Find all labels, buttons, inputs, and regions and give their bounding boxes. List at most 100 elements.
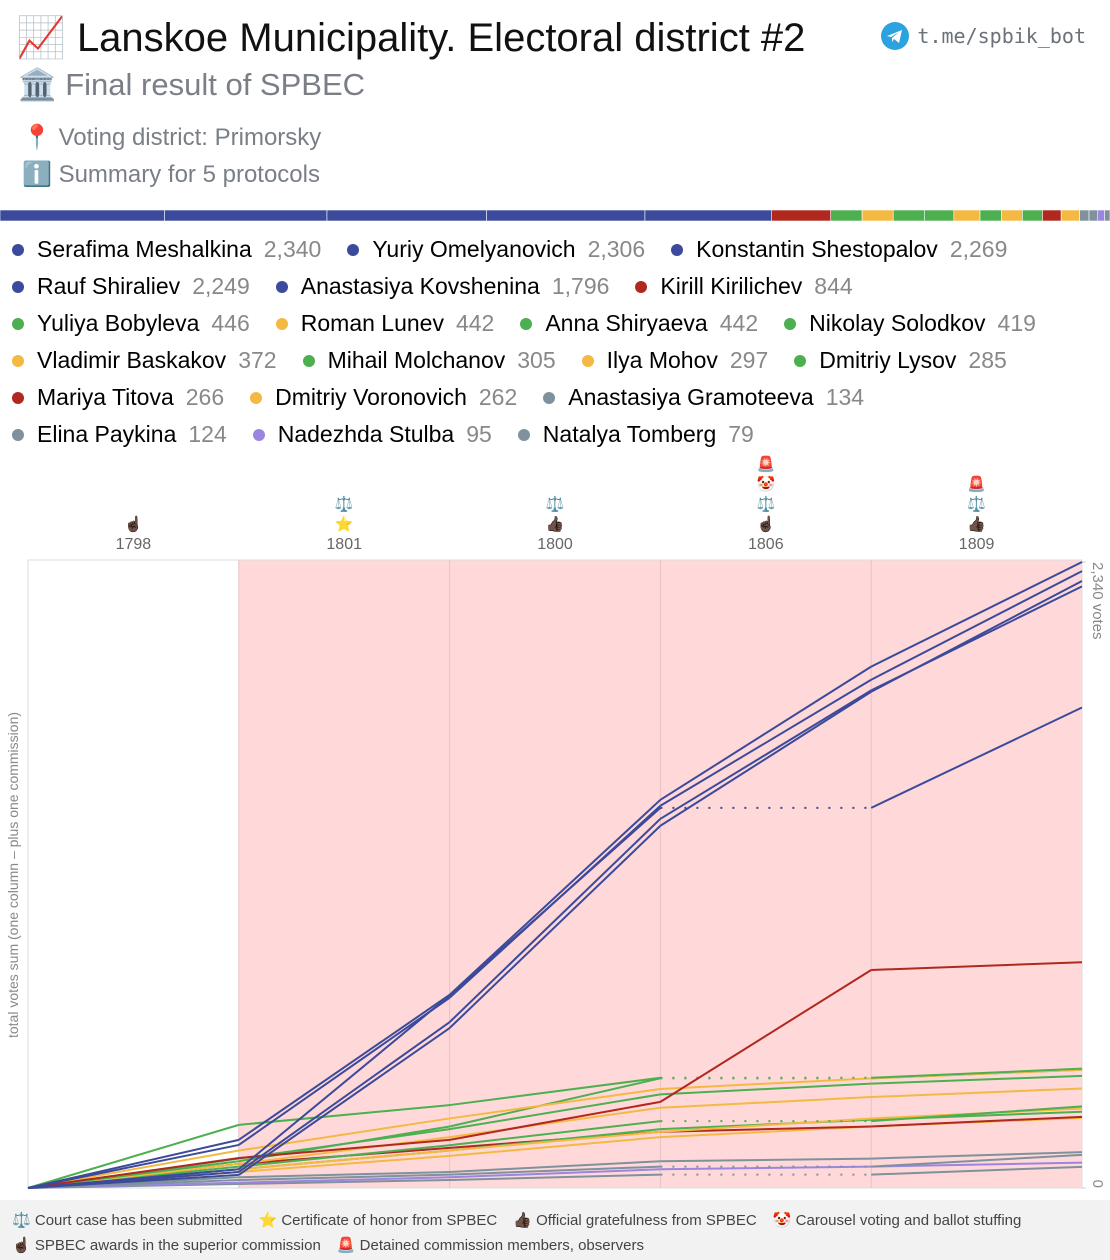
- share-bar: [1001, 209, 1023, 222]
- x-tick-label: 1798: [116, 536, 152, 553]
- summary-icon: ℹ️: [22, 161, 52, 188]
- footer-icon: 🚨: [336, 1237, 356, 1254]
- legend-name: Kirill Kirilichev: [660, 273, 803, 299]
- vote-line: [660, 1117, 872, 1133]
- vote-line: [449, 1088, 661, 1120]
- legend-item: Kirill Kirilichev 844: [635, 268, 853, 305]
- title-text: Lanskoe Municipality. Electoral district…: [76, 16, 806, 60]
- commission-icon: ☝🏿: [124, 514, 143, 533]
- footer-item: ☝🏿 SPBEC awards in the superior commissi…: [12, 1235, 321, 1260]
- legend-item: Dmitriy Lysov 285: [794, 342, 1007, 379]
- legend-item: Roman Lunev 442: [275, 305, 494, 342]
- share-bar: [164, 209, 328, 222]
- vote-line: [659, 678, 872, 807]
- legend-total: 372: [238, 347, 277, 373]
- legend-dot: [302, 354, 315, 367]
- legend-item: Elina Paykina 124: [12, 416, 227, 453]
- vote-line: [870, 580, 1083, 693]
- vote-line: [238, 1170, 450, 1179]
- legend-total: 95: [466, 421, 492, 447]
- y-tick-label: 0: [1089, 1180, 1106, 1188]
- link-text[interactable]: t.me/spbik_bot: [917, 24, 1086, 48]
- legend-dot: [543, 391, 556, 404]
- legend-item: Yuriy Omelyanovich 2,306: [347, 231, 645, 268]
- footer-item: 🤡 Carousel voting and ballot stuffing: [773, 1210, 1022, 1235]
- vote-line: [238, 1021, 451, 1173]
- commission-icon: 👍🏿: [546, 515, 565, 533]
- vote-line: [238, 1173, 450, 1181]
- vote-line: [449, 1130, 661, 1152]
- footer-item: ⭐ Certificate of honor from SPBEC: [258, 1210, 497, 1235]
- vote-line: [870, 570, 1083, 681]
- legend-total: 305: [517, 347, 556, 373]
- vote-line: [660, 1096, 872, 1109]
- footer-item: 🚨 Detained commission members, observers: [337, 1235, 644, 1260]
- footer-legend: ⚖️ Court case has been submitted ⭐ Certif…: [0, 1200, 1110, 1260]
- vote-line: [448, 804, 662, 999]
- legend-item: Mihail Molchanov 305: [302, 342, 556, 379]
- telegram-icon: [881, 22, 910, 50]
- share-bar: [924, 209, 955, 222]
- legend-total: 419: [997, 310, 1036, 336]
- vote-line: [660, 1165, 872, 1171]
- legend-dot: [12, 391, 24, 404]
- legend-total: 262: [478, 384, 518, 410]
- vote-line: [870, 561, 1083, 668]
- commission-icon: ⚖️: [756, 495, 775, 513]
- vote-line: [238, 996, 451, 1146]
- share-bar: [1022, 209, 1043, 222]
- legend-name: Mariya Titova: [37, 384, 174, 410]
- subtitle: 🏛️ Final result of SPBEC: [18, 66, 365, 103]
- legend-item: Rauf Shiraliev 2,249: [12, 268, 250, 305]
- vote-line: [871, 1165, 1083, 1176]
- legend-dot: [252, 428, 265, 441]
- legend-item: Anastasiya Kovshenina 1,796: [275, 268, 609, 305]
- legend-total: 442: [719, 310, 759, 336]
- vote-line: [448, 799, 662, 996]
- bot-link[interactable]: t.me/spbik_bot: [881, 22, 1086, 50]
- vote-line: [871, 1153, 1083, 1168]
- legend-name: Anastasiya Gramoteeva: [568, 384, 814, 410]
- legend-item: Konstantin Shestopalov 2,269: [671, 231, 1007, 268]
- share-bar: [771, 209, 832, 222]
- footer-icon: ⚖️: [12, 1212, 31, 1229]
- share-bar: [830, 209, 863, 222]
- legend-dot: [581, 354, 594, 367]
- legend-item: Dmitriy Voronovich 262: [250, 379, 517, 416]
- legend-item: Anastasiya Gramoteeva 134: [543, 379, 864, 416]
- share-bar: [892, 209, 925, 222]
- legend-item: Yuliya Bobyleva 446: [12, 305, 250, 342]
- footer-icon: ☝🏿: [12, 1237, 31, 1254]
- legend-name: Rauf Shiraliev: [37, 273, 181, 299]
- vote-line: [660, 1082, 872, 1096]
- footer-icon: ⭐: [258, 1212, 278, 1229]
- legend-name: Anastasiya Kovshenina: [300, 273, 540, 299]
- share-bar: [1088, 209, 1099, 222]
- share-bar: [1104, 209, 1110, 222]
- vote-line: [871, 1067, 1083, 1079]
- share-bar: [0, 209, 165, 222]
- legend-total: 285: [968, 347, 1007, 373]
- legend-dot: [275, 280, 288, 293]
- footer-icon: 🤡: [772, 1212, 792, 1229]
- legend-name: Anna Shiryaeva: [545, 310, 708, 336]
- legend-dot: [347, 243, 360, 256]
- vote-line: [449, 1120, 661, 1147]
- footer-icon: 👍🏿: [513, 1212, 532, 1229]
- legend-name: Dmitriy Voronovich: [275, 384, 467, 410]
- y-tick-label: 2,340 votes: [1089, 562, 1106, 640]
- district-text: Voting district: Primorsky: [58, 124, 322, 151]
- vote-line: [870, 706, 1083, 809]
- vote-line: [660, 1077, 872, 1091]
- vote-line: [660, 1125, 872, 1133]
- share-bar: [326, 209, 487, 222]
- column-bg: [28, 560, 239, 1188]
- vote-line: [871, 1151, 1083, 1160]
- vote-line: [449, 1077, 661, 1128]
- legend-total: 2,306: [587, 236, 646, 262]
- vote-line: [27, 1173, 239, 1189]
- vote-line: [238, 1178, 450, 1185]
- column-bg: [660, 560, 872, 1188]
- vote-line: [871, 1161, 1083, 1168]
